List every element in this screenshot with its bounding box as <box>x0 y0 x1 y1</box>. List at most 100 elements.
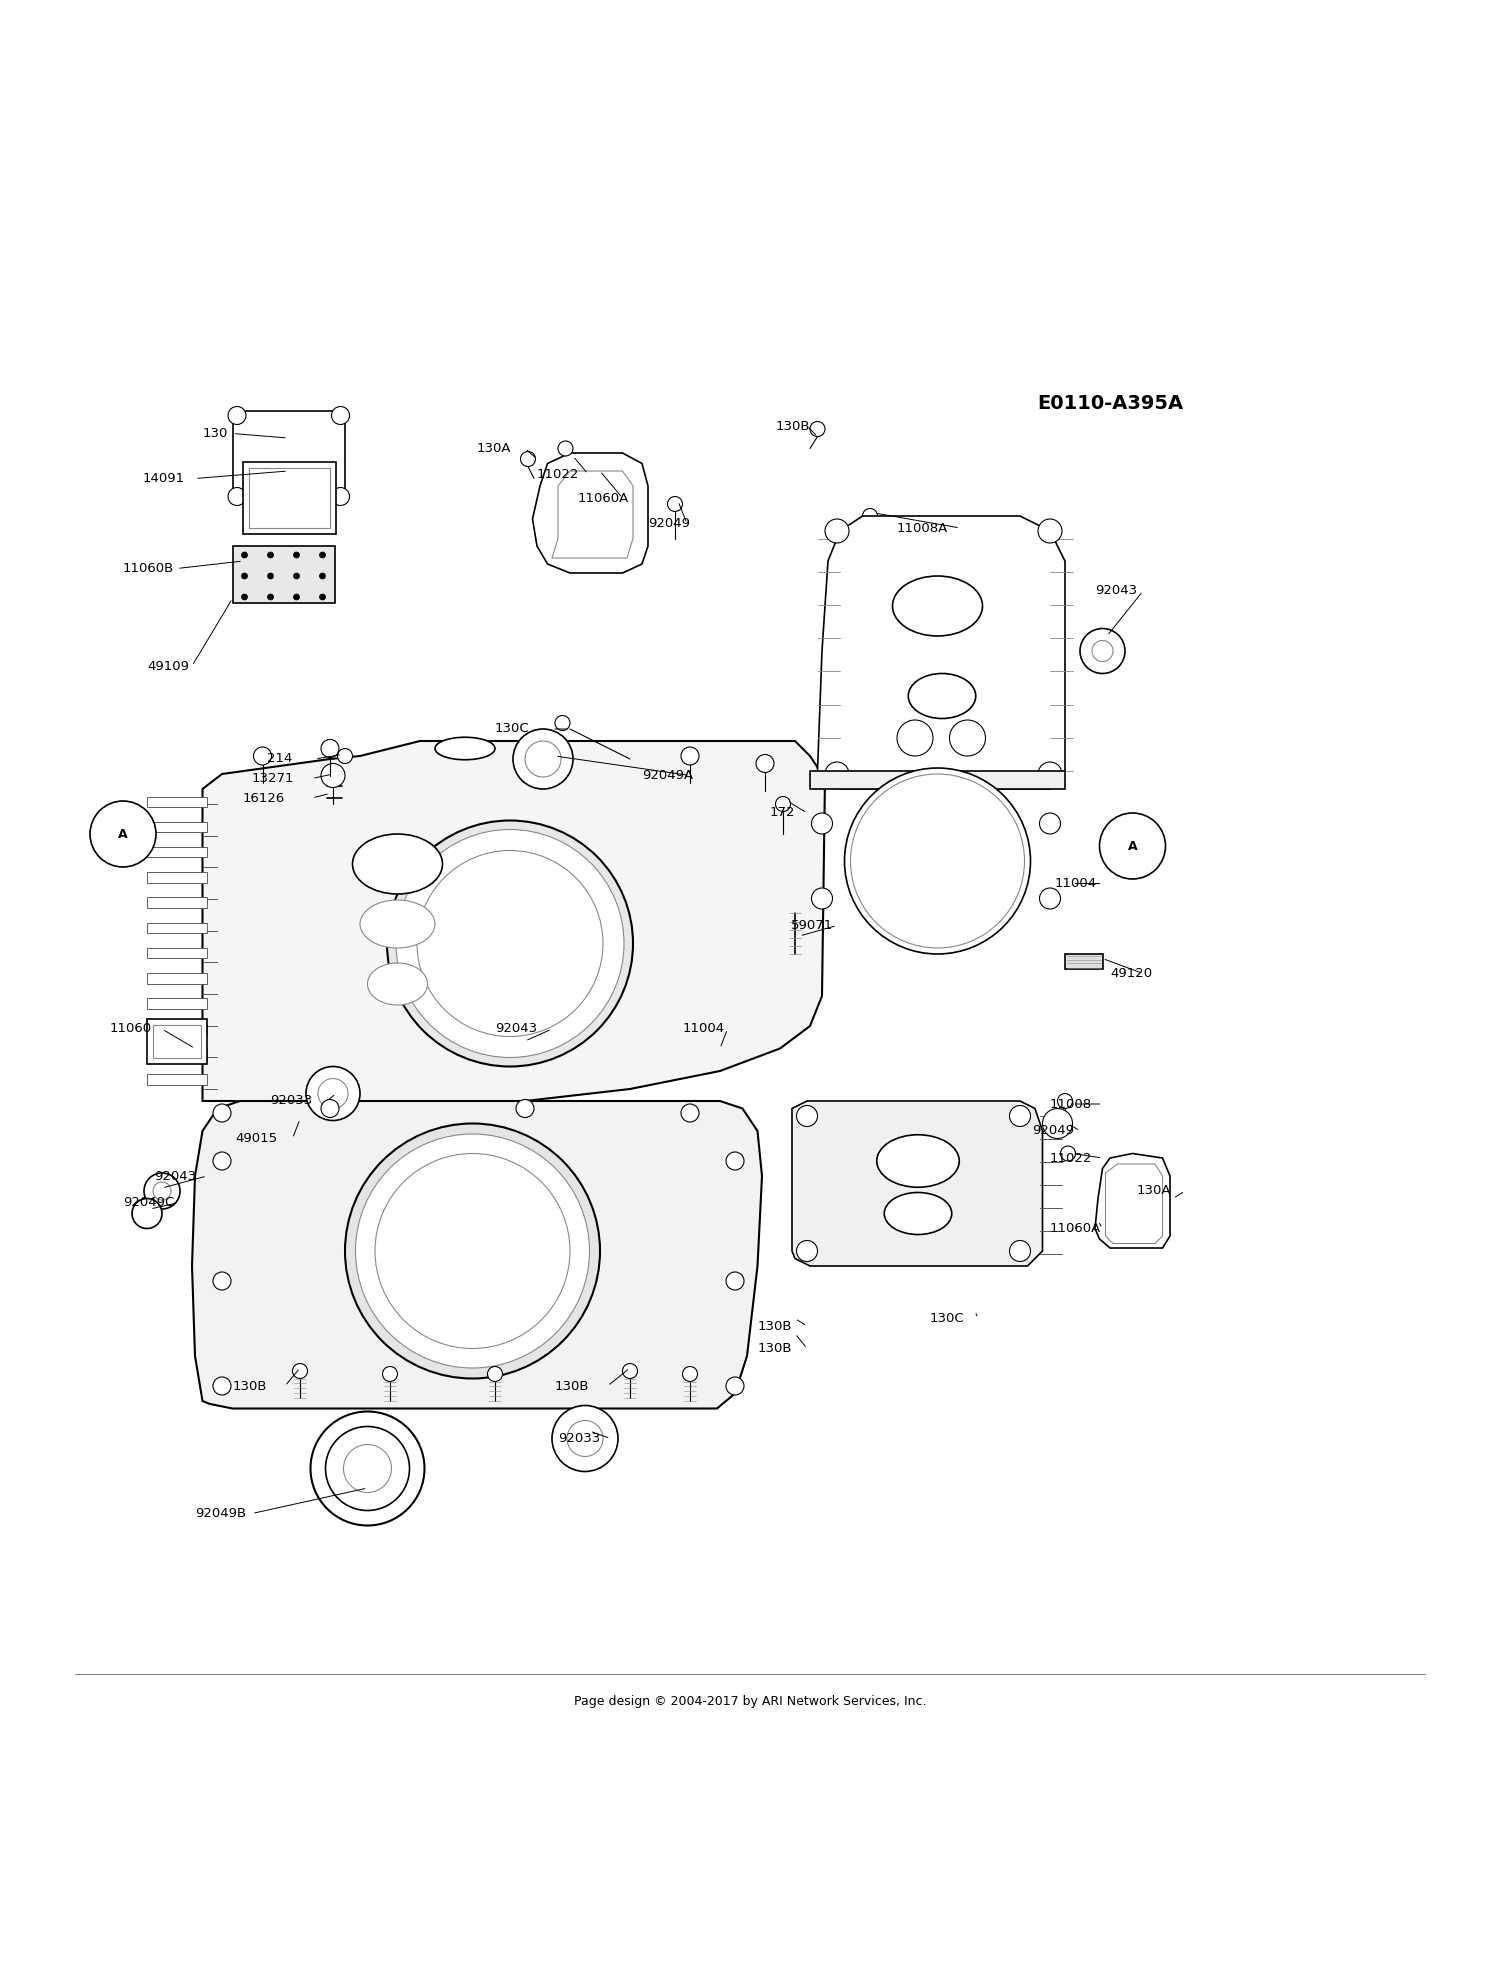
Circle shape <box>1010 1105 1031 1126</box>
Bar <box>147 1073 207 1085</box>
Bar <box>147 1024 207 1034</box>
Text: 11060A: 11060A <box>1050 1222 1101 1234</box>
Circle shape <box>844 767 1030 954</box>
Text: 13271: 13271 <box>252 771 294 785</box>
Circle shape <box>267 551 273 557</box>
Circle shape <box>555 716 570 730</box>
Polygon shape <box>810 771 1065 789</box>
Circle shape <box>488 1366 502 1381</box>
Circle shape <box>1038 761 1062 787</box>
Circle shape <box>345 1124 600 1379</box>
Text: 92049C: 92049C <box>123 1197 174 1209</box>
Circle shape <box>326 1426 410 1511</box>
Circle shape <box>726 1377 744 1395</box>
Text: Page design © 2004-2017 by ARI Network Services, Inc.: Page design © 2004-2017 by ARI Network S… <box>573 1695 926 1707</box>
Ellipse shape <box>435 738 495 759</box>
Text: 11022: 11022 <box>537 467 579 481</box>
Bar <box>147 948 207 957</box>
Circle shape <box>681 1105 699 1122</box>
Circle shape <box>825 520 849 543</box>
Circle shape <box>144 1173 180 1209</box>
Text: 16126: 16126 <box>243 791 285 804</box>
Circle shape <box>228 487 246 506</box>
Circle shape <box>213 1105 231 1122</box>
Bar <box>147 822 207 832</box>
Text: 92049: 92049 <box>1032 1124 1074 1138</box>
Ellipse shape <box>360 901 435 948</box>
Circle shape <box>552 1405 618 1472</box>
Circle shape <box>796 1240 818 1262</box>
Text: A: A <box>118 828 128 840</box>
Circle shape <box>213 1152 231 1169</box>
Circle shape <box>292 1364 308 1379</box>
Bar <box>147 973 207 983</box>
Circle shape <box>756 755 774 773</box>
Text: 130C: 130C <box>930 1313 964 1324</box>
Circle shape <box>513 730 573 789</box>
Text: 11022: 11022 <box>1050 1152 1092 1165</box>
Text: 11004: 11004 <box>682 1022 724 1036</box>
Circle shape <box>90 800 156 867</box>
Circle shape <box>1010 1240 1031 1262</box>
Text: 11008: 11008 <box>1050 1097 1092 1110</box>
Ellipse shape <box>368 963 428 1005</box>
Polygon shape <box>1106 1163 1162 1244</box>
Polygon shape <box>818 516 1065 789</box>
Circle shape <box>812 889 832 908</box>
Circle shape <box>825 761 849 787</box>
Text: 130B: 130B <box>758 1342 792 1356</box>
Circle shape <box>1042 1109 1072 1138</box>
Text: 92043: 92043 <box>1095 585 1137 598</box>
Ellipse shape <box>908 673 975 718</box>
Circle shape <box>682 1366 698 1381</box>
Text: 130C: 130C <box>495 722 530 736</box>
Circle shape <box>382 1366 398 1381</box>
Circle shape <box>387 820 633 1067</box>
Text: 92043: 92043 <box>154 1169 196 1183</box>
Polygon shape <box>792 1101 1042 1265</box>
Bar <box>147 897 207 908</box>
Circle shape <box>520 451 536 467</box>
Circle shape <box>310 1411 424 1526</box>
Circle shape <box>294 551 300 557</box>
Circle shape <box>132 1199 162 1228</box>
Bar <box>147 1018 207 1063</box>
Circle shape <box>213 1271 231 1289</box>
Circle shape <box>254 748 272 765</box>
Text: 92033: 92033 <box>558 1432 600 1444</box>
Text: 92049B: 92049B <box>195 1507 246 1521</box>
Circle shape <box>318 1079 348 1109</box>
Circle shape <box>375 1154 570 1348</box>
Circle shape <box>622 1364 638 1379</box>
Circle shape <box>776 797 790 812</box>
Circle shape <box>267 594 273 600</box>
Circle shape <box>668 496 682 512</box>
Circle shape <box>1040 812 1060 834</box>
Bar <box>147 1050 207 1059</box>
Circle shape <box>267 573 273 579</box>
Circle shape <box>332 406 350 424</box>
Polygon shape <box>532 453 648 573</box>
Bar <box>249 469 330 528</box>
Circle shape <box>558 441 573 455</box>
Text: 172: 172 <box>770 806 795 820</box>
Ellipse shape <box>876 1134 960 1187</box>
Bar <box>243 461 336 534</box>
Text: 59071: 59071 <box>790 918 832 932</box>
Bar <box>147 797 207 806</box>
Circle shape <box>338 748 352 763</box>
Bar <box>147 922 207 934</box>
Circle shape <box>294 594 300 600</box>
Circle shape <box>213 1377 231 1395</box>
Circle shape <box>279 424 297 441</box>
Circle shape <box>344 1444 392 1493</box>
Text: 130B: 130B <box>758 1320 792 1332</box>
Text: 11060A: 11060A <box>578 492 628 504</box>
Text: 49015: 49015 <box>236 1132 278 1146</box>
Circle shape <box>1100 812 1166 879</box>
Ellipse shape <box>352 834 442 895</box>
Circle shape <box>320 551 326 557</box>
Circle shape <box>862 508 877 524</box>
Circle shape <box>726 1271 744 1289</box>
Ellipse shape <box>892 577 983 636</box>
